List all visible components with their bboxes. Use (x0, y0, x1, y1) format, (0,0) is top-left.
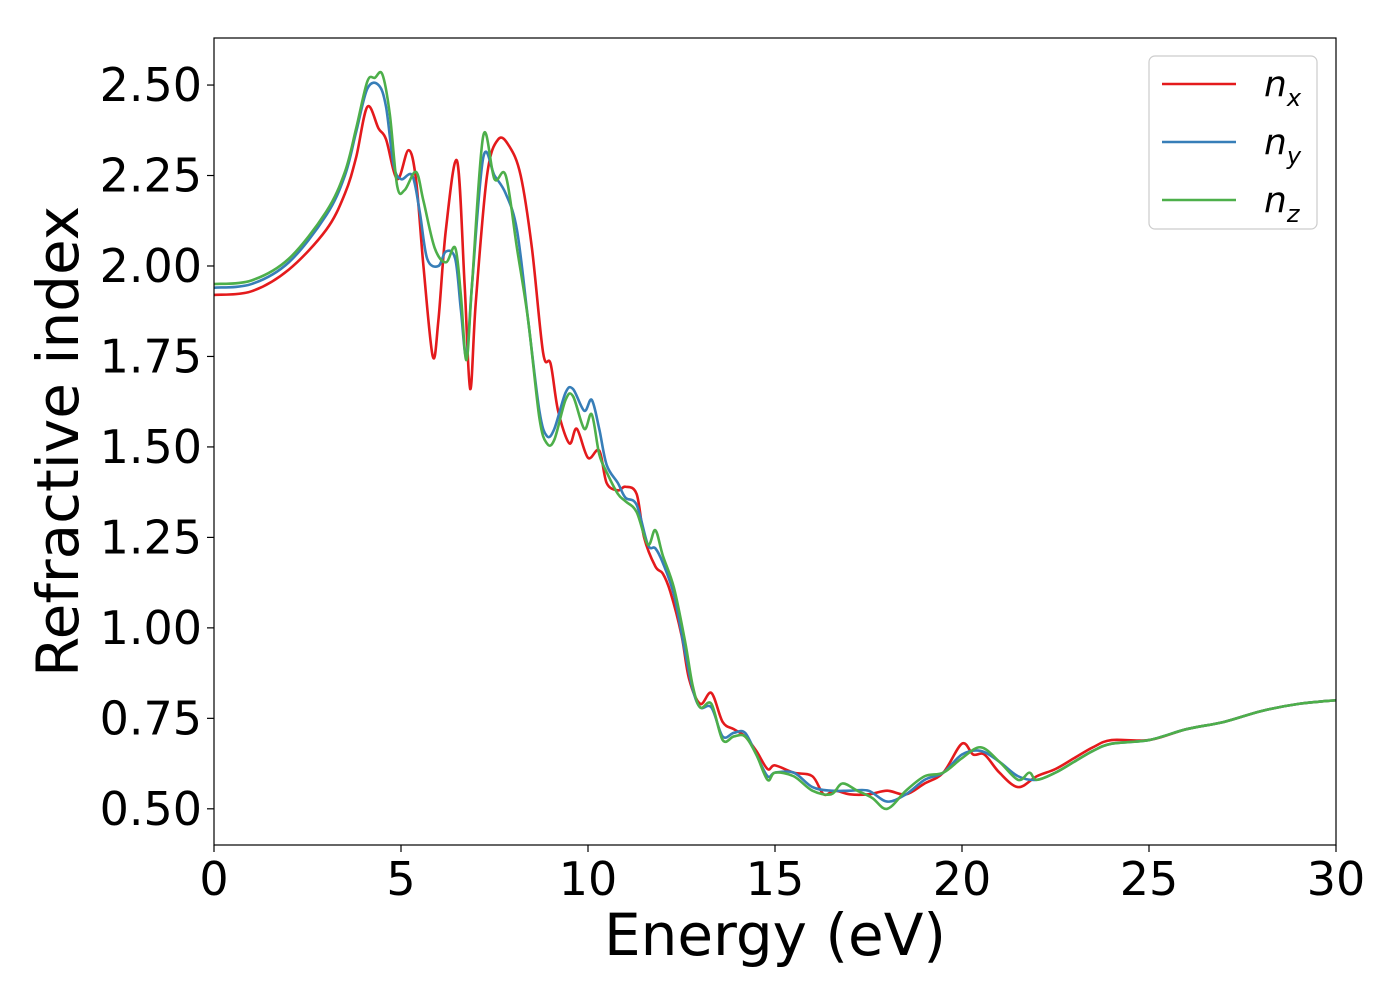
legend-label: ny (1264, 122, 1302, 170)
series-line-z (214, 70, 1336, 811)
y-tick-label: 1.00 (100, 601, 202, 655)
y-tick-label: 1.75 (100, 329, 202, 383)
y-tick-label: 2.50 (100, 58, 202, 112)
legend-item-z: nz (1162, 180, 1301, 228)
y-tick-label: 2.25 (100, 149, 202, 203)
x-tick-label: 15 (746, 852, 805, 906)
x-tick-label: 30 (1307, 852, 1366, 906)
y-tick-label: 2.00 (100, 239, 202, 293)
legend-item-x: nx (1162, 64, 1302, 112)
legend: nx ny nz (1148, 55, 1318, 230)
x-tick-label: 0 (199, 852, 228, 906)
x-tick-label: 20 (933, 852, 992, 906)
legend-label: nz (1264, 180, 1301, 228)
y-axis-title: Refractive index (24, 206, 92, 677)
x-axis-ticks: 0 5 10 15 20 25 30 (199, 845, 1365, 906)
x-tick-label: 10 (559, 852, 618, 906)
legend-items: nx ny nz (1162, 64, 1302, 228)
y-tick-label: 1.50 (100, 420, 202, 474)
x-axis-title: Energy (eV) (604, 901, 946, 969)
series-layer (214, 70, 1336, 811)
x-tick-label: 5 (386, 852, 415, 906)
y-tick-label: 0.75 (100, 691, 202, 745)
legend-label: nx (1264, 64, 1302, 112)
y-tick-label: 1.25 (100, 510, 202, 564)
legend-item-y: ny (1162, 122, 1302, 170)
y-axis-ticks: 0.50 0.75 1.00 1.25 1.50 1.75 2.00 2.25 2.50 (100, 58, 214, 836)
y-tick-label: 0.50 (100, 782, 202, 836)
x-tick-label: 25 (1120, 852, 1179, 906)
